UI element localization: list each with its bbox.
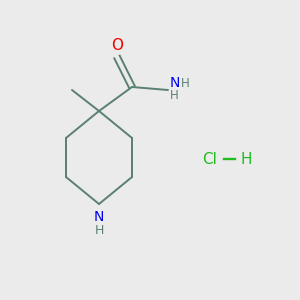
Text: O: O — [111, 38, 123, 53]
Text: N: N — [169, 76, 180, 90]
Text: H: H — [181, 77, 190, 90]
Text: H: H — [240, 152, 252, 166]
Text: H: H — [94, 224, 104, 236]
Text: Cl: Cl — [202, 152, 217, 166]
Text: N: N — [94, 210, 104, 224]
Text: H: H — [169, 89, 178, 102]
